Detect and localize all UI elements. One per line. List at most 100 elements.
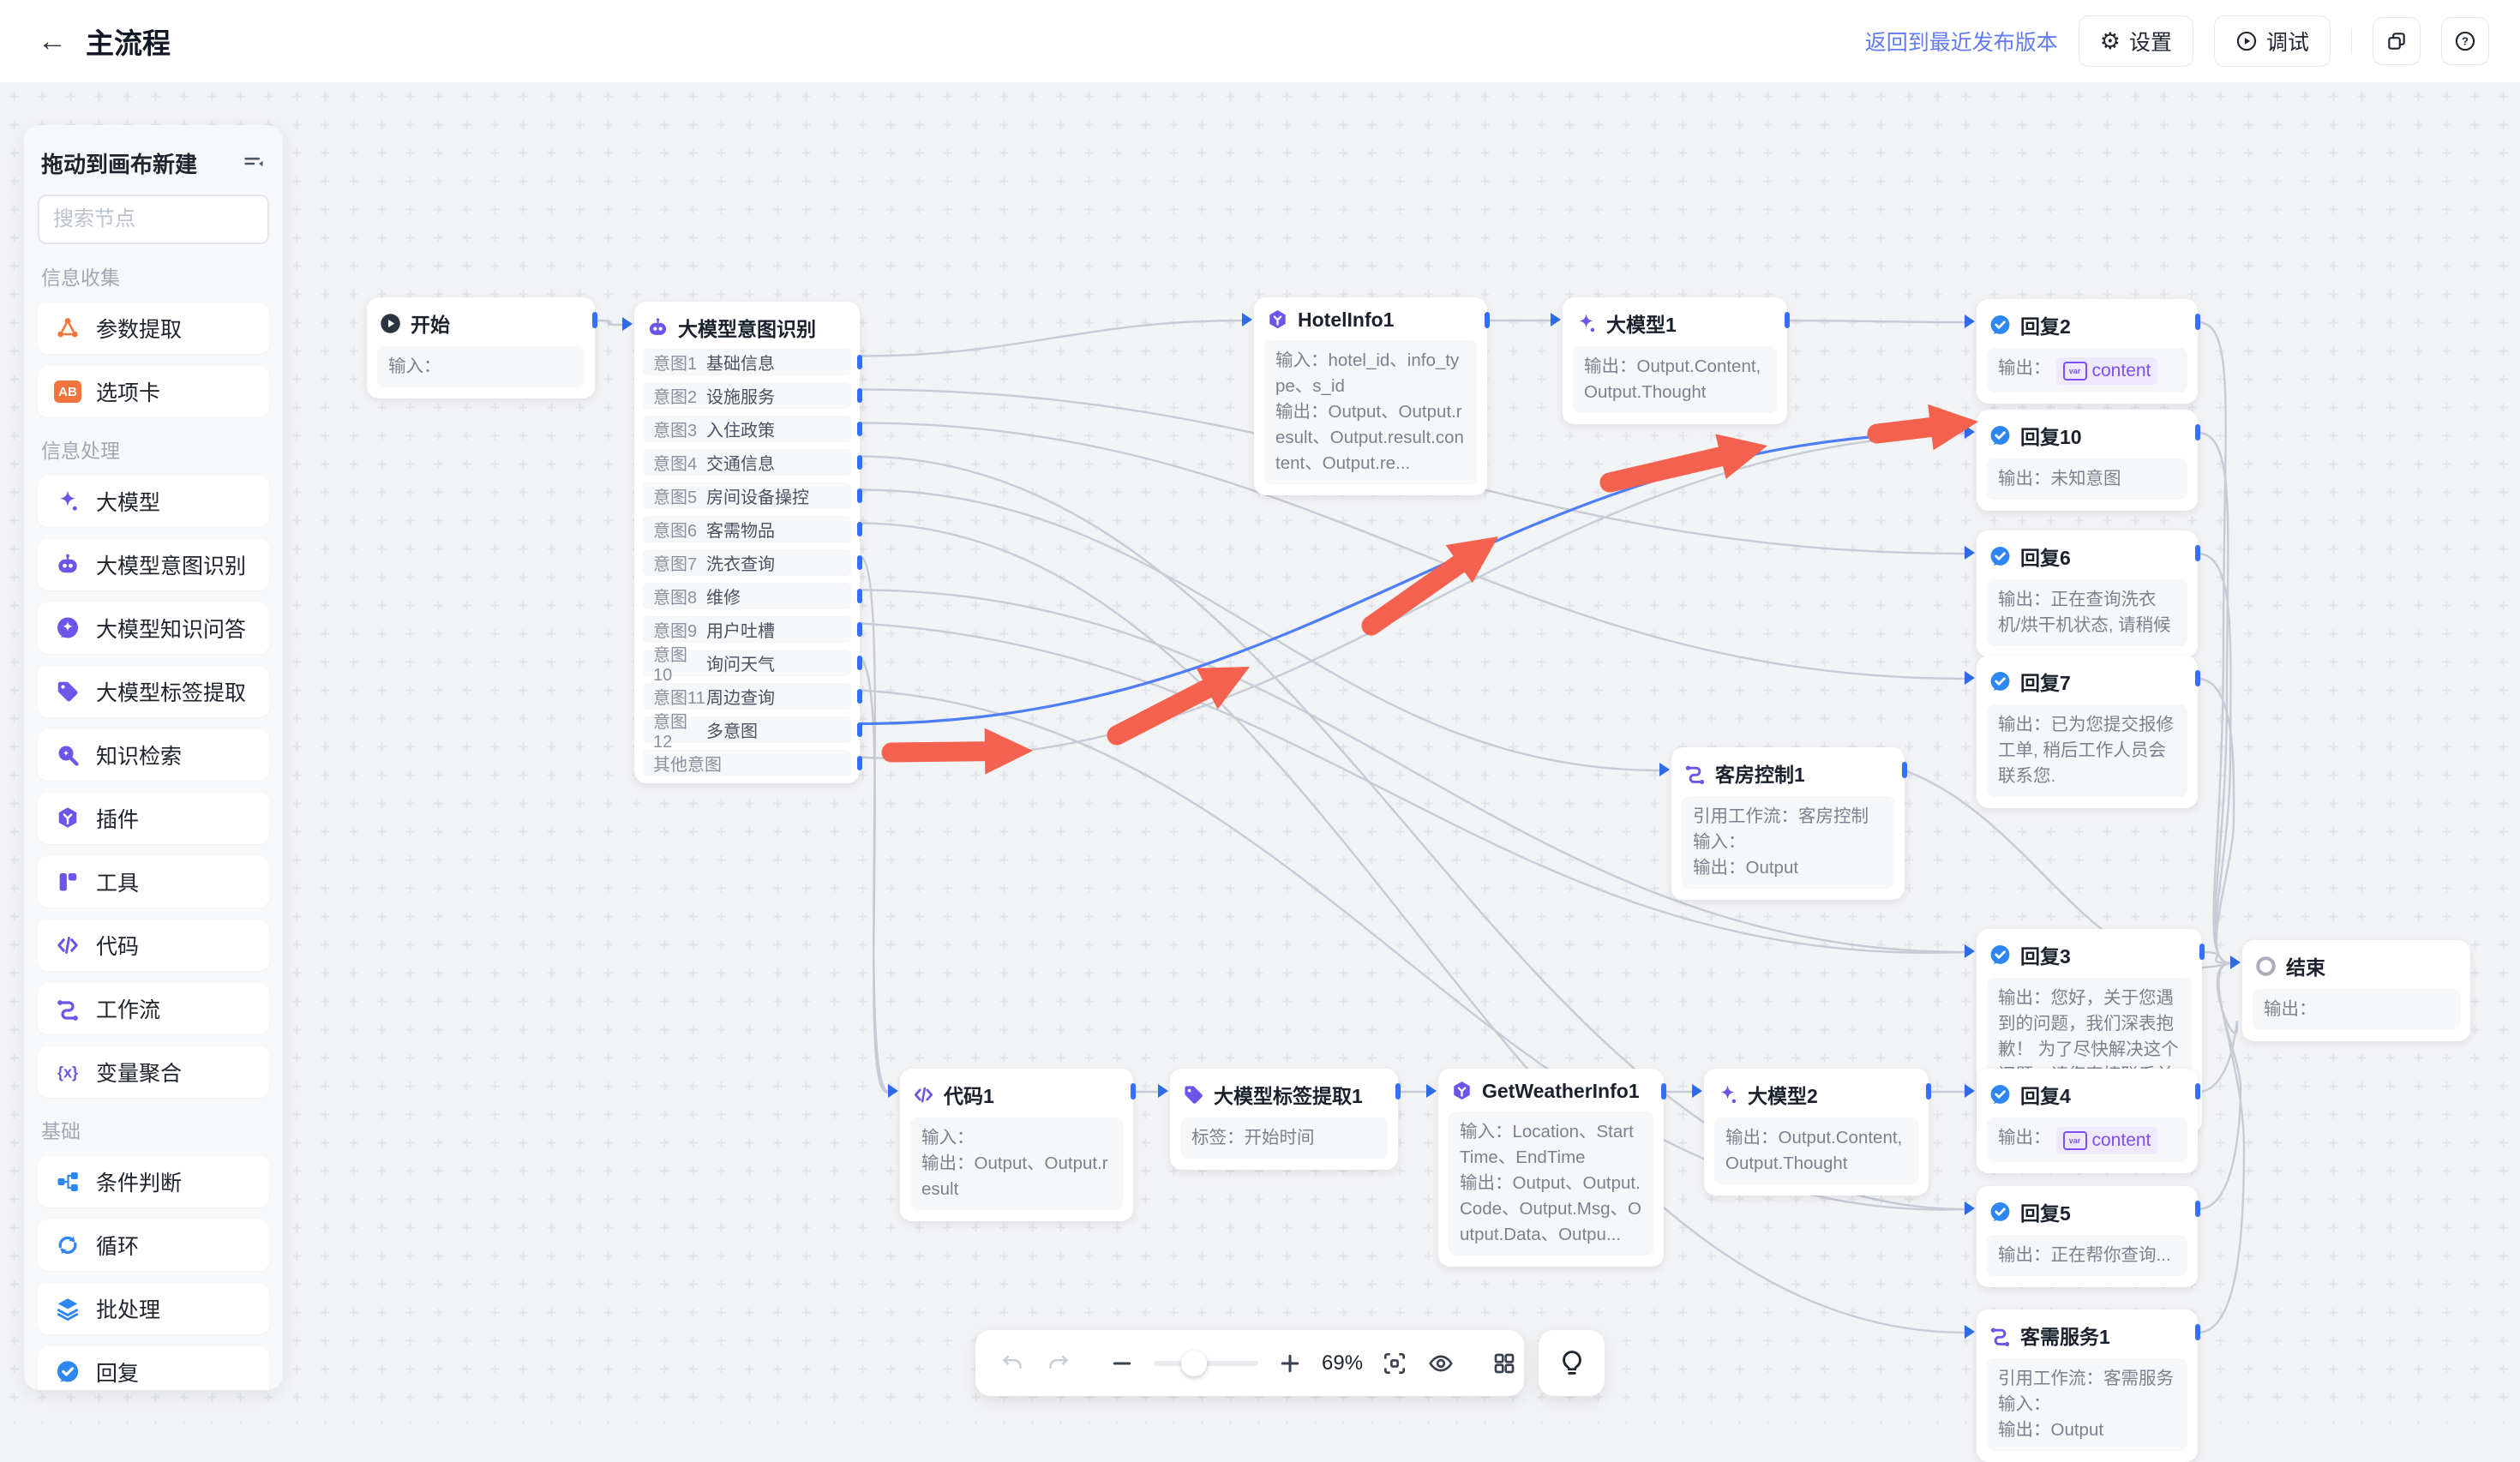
- undo-icon[interactable]: [998, 1349, 1027, 1378]
- output-port[interactable]: [857, 589, 862, 603]
- zoom-out-icon[interactable]: [1107, 1349, 1137, 1378]
- preview-eye-icon[interactable]: [1426, 1349, 1455, 1378]
- output-port[interactable]: [857, 689, 862, 704]
- input-port[interactable]: [1965, 425, 1975, 439]
- output-port[interactable]: [857, 756, 862, 770]
- zoom-in-icon[interactable]: [1275, 1349, 1305, 1378]
- sidebar-item-batch[interactable]: 批处理: [38, 1283, 269, 1334]
- node-intent[interactable]: 大模型意图识别 意图1 基础信息 意图2 设施服务 意图3 入住政策 意图4 交通信息 意图5 房…: [622, 302, 862, 783]
- output-port[interactable]: [2195, 314, 2200, 330]
- search-input[interactable]: [51, 207, 283, 232]
- node-llm1[interactable]: 大模型1 输出：Output.Content, Output.Thought: [1551, 297, 1790, 424]
- output-port[interactable]: [857, 422, 862, 436]
- settings-button[interactable]: ⚙ 设置: [2078, 15, 2193, 67]
- input-port[interactable]: [1965, 315, 1975, 328]
- output-port[interactable]: [857, 555, 862, 570]
- fit-view-icon[interactable]: [1380, 1349, 1409, 1378]
- output-port[interactable]: [857, 388, 862, 403]
- intent-row[interactable]: 意图2 设施服务: [643, 382, 862, 409]
- help-button[interactable]: ?: [2441, 17, 2489, 65]
- zoom-percentage[interactable]: 69%: [1322, 1351, 1364, 1375]
- intent-row[interactable]: 意图4 交通信息: [643, 449, 862, 476]
- output-port[interactable]: [592, 312, 597, 328]
- sidebar-item-varagg[interactable]: {x} 变量聚合: [38, 1046, 269, 1098]
- input-port[interactable]: [888, 1084, 898, 1098]
- intent-row[interactable]: 意图11 周边查询: [643, 683, 862, 710]
- sidebar-item-plugin[interactable]: 插件: [38, 793, 269, 844]
- intent-row[interactable]: 其他意图: [643, 750, 862, 776]
- node-roomctl1[interactable]: 客房控制1 引用工作流：客房控制 输入： 输出：Output: [1659, 747, 1907, 900]
- output-port[interactable]: [857, 522, 862, 536]
- input-port[interactable]: [1965, 1084, 1975, 1098]
- output-port[interactable]: [1785, 312, 1790, 328]
- output-port[interactable]: [1485, 312, 1490, 328]
- node-hotelinfo1[interactable]: HotelInfo1 输入：hotel_id、info_type、s_id 输出：…: [1242, 297, 1490, 495]
- output-port[interactable]: [1661, 1083, 1666, 1099]
- collapse-panel-icon[interactable]: [242, 152, 266, 176]
- node-service1[interactable]: 客需服务1 引用工作流：客需服务 输入： 输出：Output: [1965, 1309, 2200, 1462]
- output-port[interactable]: [2195, 545, 2200, 561]
- intent-row[interactable]: 意图9 用户吐槽: [643, 616, 862, 643]
- input-port[interactable]: [1965, 546, 1975, 560]
- sidebar-item-qa[interactable]: 大模型知识问答: [38, 602, 269, 654]
- output-port[interactable]: [857, 455, 862, 470]
- sidebar-item-reply[interactable]: 回复: [38, 1346, 269, 1390]
- node-start[interactable]: 开始 输入：: [367, 297, 597, 398]
- revert-to-published-link[interactable]: 返回到最近发布版本: [1864, 31, 2058, 55]
- node-reply4[interactable]: 回复4 输出： var content: [1965, 1069, 2200, 1173]
- node-code1[interactable]: 代码1 输入： 输出：Output、Output.result: [888, 1069, 1136, 1221]
- zoom-slider-thumb[interactable]: [1181, 1350, 1207, 1376]
- node-llm2[interactable]: 大模型2 输出：Output.Content, Output.Thought: [1692, 1069, 1931, 1195]
- zoom-slider[interactable]: [1154, 1349, 1258, 1378]
- output-port[interactable]: [857, 656, 862, 670]
- grid-layout-icon[interactable]: [1490, 1349, 1519, 1378]
- sidebar-item-loop[interactable]: 循环: [38, 1219, 269, 1271]
- output-port[interactable]: [857, 488, 862, 503]
- sidebar-item-tool[interactable]: 工具: [38, 856, 269, 908]
- output-port[interactable]: [2195, 670, 2200, 686]
- intent-row[interactable]: 意图7 洗衣查询: [643, 549, 862, 576]
- sidebar-item-ab[interactable]: AB 选项卡: [38, 366, 269, 417]
- back-icon[interactable]: ←: [38, 25, 67, 57]
- input-port[interactable]: [1965, 1325, 1975, 1339]
- input-port[interactable]: [1242, 313, 1252, 327]
- output-port[interactable]: [2195, 1083, 2200, 1099]
- output-port[interactable]: [857, 355, 862, 369]
- sidebar-item-code[interactable]: 代码: [38, 920, 269, 971]
- redo-icon[interactable]: [1044, 1349, 1073, 1378]
- input-port[interactable]: [1965, 671, 1975, 685]
- input-port[interactable]: [1965, 1201, 1975, 1215]
- input-port[interactable]: [1692, 1084, 1702, 1098]
- input-port[interactable]: [622, 317, 633, 331]
- output-port[interactable]: [2195, 1324, 2200, 1340]
- node-reply10[interactable]: 回复10 输出：未知意图: [1965, 410, 2200, 511]
- sidebar-item-ksearch[interactable]: 知识检索: [38, 729, 269, 781]
- input-port[interactable]: [1965, 944, 1975, 958]
- output-port[interactable]: [857, 722, 862, 737]
- output-port[interactable]: [1395, 1083, 1401, 1099]
- node-tag1[interactable]: 大模型标签提取1 标签：开始时间: [1158, 1069, 1401, 1170]
- output-port[interactable]: [1926, 1083, 1931, 1099]
- sidebar-item-workflow[interactable]: 工作流: [38, 983, 269, 1034]
- node-weather1[interactable]: GetWeatherInfo1 输入：Location、StartTime、En…: [1426, 1069, 1666, 1267]
- node-reply7[interactable]: 回复7 输出：已为您提交报修工单, 稍后工作人员会联系您.: [1965, 656, 2200, 808]
- input-port[interactable]: [1551, 313, 1561, 327]
- sidebar-item-param[interactable]: 参数提取: [38, 303, 269, 354]
- debug-button[interactable]: 调试: [2213, 15, 2331, 67]
- sidebar-item-tag[interactable]: 大模型标签提取: [38, 666, 269, 717]
- node-reply6[interactable]: 回复6 输出：正在查询洗衣机/烘干机状态, 请稍候: [1965, 530, 2200, 657]
- intent-row[interactable]: 意图6 客需物品: [643, 516, 862, 542]
- sidebar-item-llm[interactable]: 大模型: [38, 476, 269, 527]
- output-port[interactable]: [857, 622, 862, 637]
- sidebar-item-intent[interactable]: 大模型意图识别: [38, 539, 269, 590]
- node-end[interactable]: 结束 输出：: [2230, 940, 2470, 1041]
- intent-row[interactable]: 意图5 房间设备操控: [643, 482, 862, 509]
- input-port[interactable]: [1659, 763, 1670, 776]
- intent-row[interactable]: 意图1 基础信息: [643, 349, 862, 375]
- output-port[interactable]: [2195, 1201, 2200, 1217]
- copy-button[interactable]: [2373, 17, 2421, 65]
- tips-bulb-button[interactable]: [1539, 1330, 1605, 1396]
- output-port[interactable]: [1902, 762, 1907, 778]
- node-reply5[interactable]: 回复5 输出：正在帮你查询...: [1965, 1186, 2200, 1287]
- output-port[interactable]: [2195, 424, 2200, 440]
